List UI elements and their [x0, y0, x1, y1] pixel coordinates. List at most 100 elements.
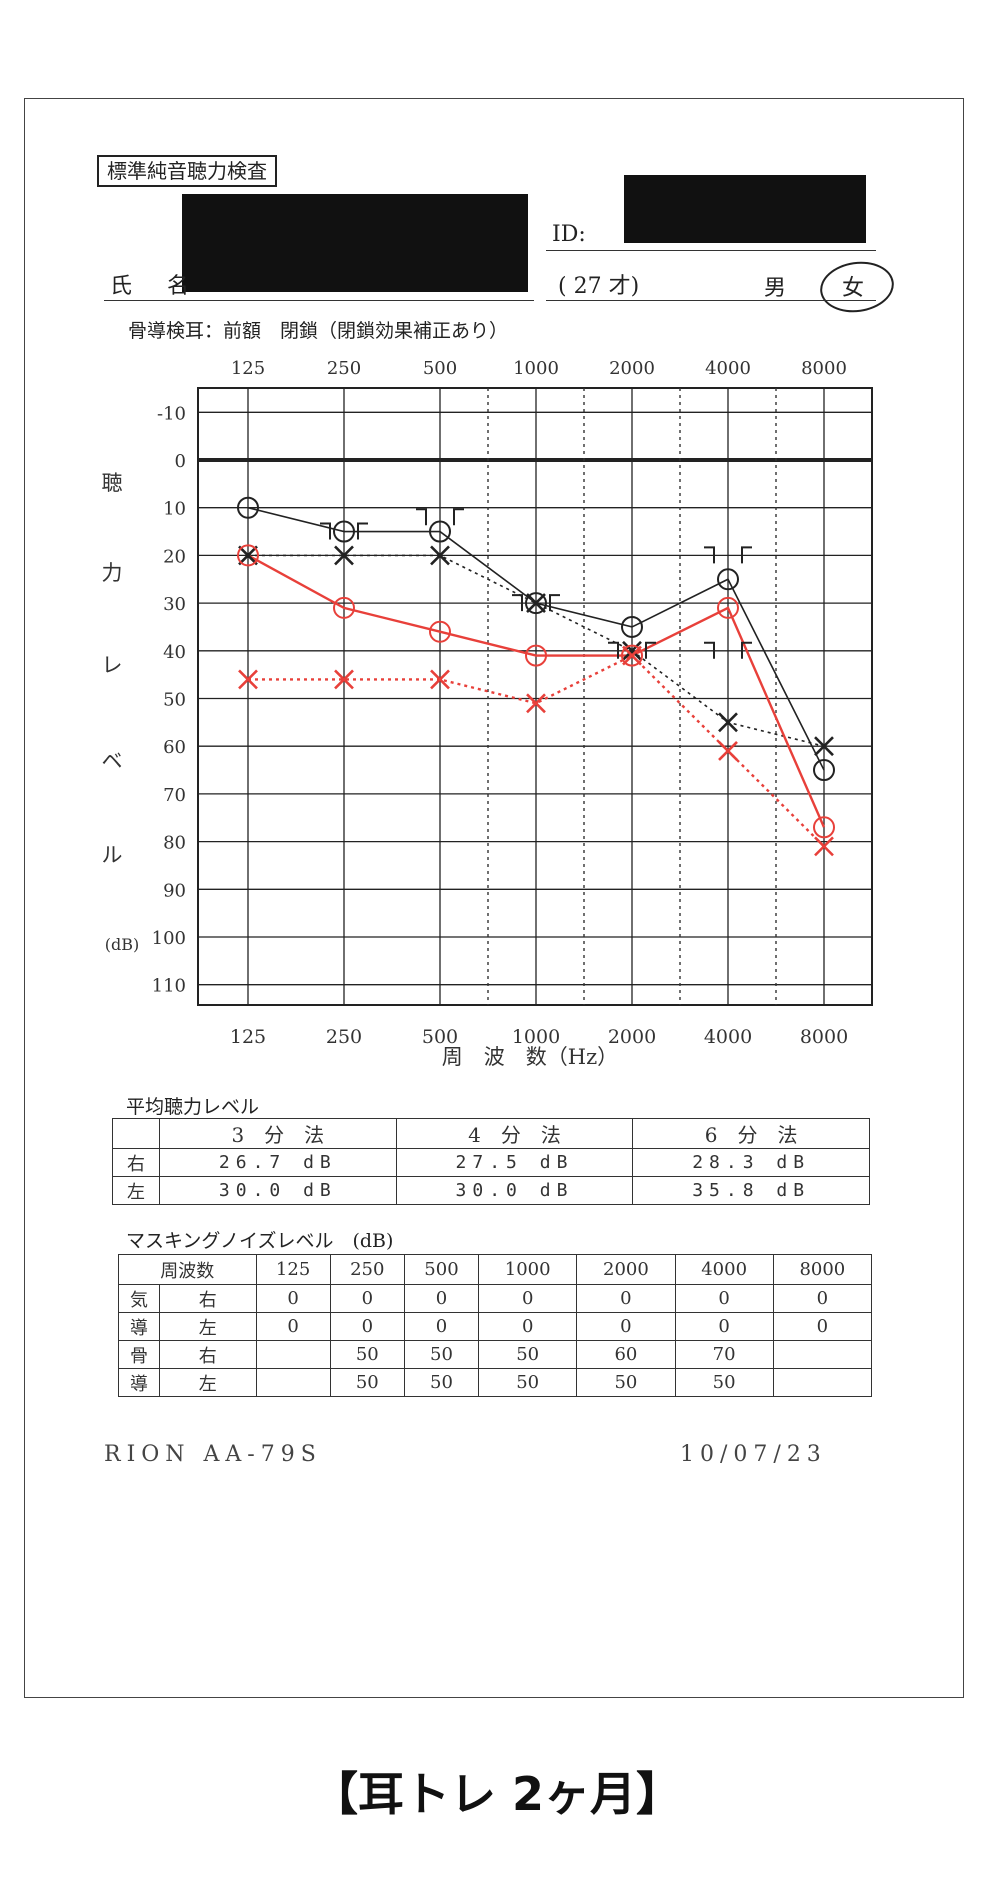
avg-cell: 30.0 dB: [159, 1176, 397, 1205]
masking-cell: [772, 1368, 873, 1397]
masking-freq: 2000: [576, 1254, 676, 1285]
data-point-circle: [333, 520, 355, 543]
masking-cell: 50: [403, 1340, 480, 1369]
y-tick-label: 60: [163, 737, 186, 758]
y-tick-label: 10: [163, 499, 186, 520]
bone-bracket-marker: [704, 641, 752, 659]
masking-cell: 0: [772, 1312, 873, 1341]
y-tick-label: 20: [163, 546, 186, 567]
bone-bracket-right: [512, 594, 523, 612]
data-point-cross: [622, 645, 642, 666]
x-tick-label-bottom: 2000: [608, 1026, 656, 1048]
x-tick-label-top: 2000: [609, 358, 655, 379]
masking-cell: 0: [403, 1312, 480, 1341]
data-point-cross-stroke: [334, 545, 354, 566]
data-point-cross: [814, 736, 834, 757]
y-tick-label: 30: [163, 594, 186, 615]
masking-cell: 50: [674, 1368, 774, 1397]
name-label: 氏 名: [110, 274, 203, 299]
data-point-cross: [238, 669, 258, 690]
data-point-cross-stroke: [526, 693, 546, 714]
data-point-cross: [622, 640, 642, 661]
y-tick-label: 90: [163, 880, 186, 901]
masking-cell: 0: [674, 1284, 774, 1313]
bone-label-2: 導: [118, 1368, 160, 1397]
masking-cell: [255, 1340, 331, 1369]
masking-cell: [772, 1340, 873, 1369]
name-underline: [104, 300, 534, 301]
data-point-circle: [813, 816, 835, 839]
data-point-cross: [334, 545, 354, 566]
series-line: [247, 554, 826, 828]
masking-freq: 125: [255, 1254, 331, 1285]
y-axis-label-char: レ: [102, 653, 123, 677]
redacted-id: [624, 175, 866, 243]
bone-bracket-right: [320, 522, 331, 540]
masking-cell: 50: [478, 1368, 578, 1397]
data-point-cross: [526, 693, 546, 714]
x-tick-label-top: 500: [423, 358, 457, 379]
avg-header-4: 4 分 法: [395, 1118, 634, 1149]
masking-cell: 0: [255, 1284, 331, 1313]
y-axis-label-char: ル: [102, 843, 123, 867]
bone-bracket-right: [704, 546, 715, 564]
data-point-cross-stroke: [814, 836, 834, 857]
masking-cell: 50: [403, 1368, 480, 1397]
data-point-cross-stroke: [238, 669, 258, 690]
air-label-1: 気: [118, 1284, 160, 1313]
data-point-cross-stroke: [334, 669, 354, 690]
masking-cell: 0: [772, 1284, 873, 1313]
data-point-cross-stroke: [430, 545, 450, 566]
x-tick-label-top: 250: [327, 358, 361, 379]
masking-cell: 50: [329, 1340, 405, 1369]
bone-bracket-left: [741, 546, 752, 564]
data-point-cross-stroke: [622, 645, 642, 666]
data-point-cross-stroke: [430, 669, 450, 690]
age-underline: [546, 300, 876, 301]
avg-row-left-label: 左: [112, 1176, 160, 1205]
bone-bracket-left: [357, 522, 368, 540]
x-tick-label-bottom: 500: [422, 1026, 458, 1048]
data-point-circle: [237, 496, 259, 519]
masking-cell: 50: [576, 1368, 676, 1397]
x-tick-label-bottom: 125: [230, 1026, 266, 1048]
bone-bracket-left: [645, 641, 656, 659]
masking-cell: 0: [478, 1284, 578, 1313]
masking-freq: 500: [403, 1254, 480, 1285]
bone-bracket-right: [608, 641, 619, 659]
y-axis-label-char: 聴: [102, 471, 123, 495]
data-point-circle: [525, 592, 547, 615]
bone-bracket-marker: [320, 522, 368, 540]
y-tick-label: 40: [163, 642, 186, 663]
masking-cell: 50: [478, 1340, 578, 1369]
masking-cell: 50: [329, 1368, 405, 1397]
audiogram-markers: [237, 496, 835, 857]
masking-side: 左: [159, 1312, 257, 1341]
bone-bracket-marker: [416, 508, 464, 526]
data-point-cross: [430, 545, 450, 566]
bone-bracket-left: [549, 594, 560, 612]
masking-cell: 0: [329, 1312, 405, 1341]
masking-cell: 0: [674, 1312, 774, 1341]
masking-cell: 60: [576, 1340, 676, 1369]
data-point-circle: [717, 568, 739, 591]
data-point-cross: [814, 836, 834, 857]
data-point-cross-stroke: [238, 545, 258, 566]
y-axis-label-char: 力: [102, 561, 123, 585]
air-label-2: 導: [118, 1312, 160, 1341]
data-point-cross: [718, 741, 738, 761]
masking-freq: 1000: [478, 1254, 578, 1285]
x-tick-label-top: 8000: [801, 358, 847, 379]
x-axis-label: 周 波 数（Hz）: [442, 1045, 618, 1069]
masking-title: マスキングノイズレベル (dB): [126, 1230, 394, 1252]
sex-female-label: 女: [842, 276, 865, 301]
masking-cell: 0: [403, 1284, 480, 1313]
y-tick-label: 70: [163, 785, 186, 806]
x-tick-label-bottom: 1000: [512, 1026, 560, 1048]
x-tick-label-bottom: 8000: [800, 1026, 848, 1048]
bone-conduction-note: 骨導検耳：前額 閉鎖（閉鎖効果補正あり）: [128, 320, 509, 342]
x-tick-label-top: 1000: [513, 358, 559, 379]
x-tick-label-top: 4000: [705, 358, 751, 379]
data-point-circle: [333, 596, 355, 619]
x-tick-label-bottom: 4000: [704, 1026, 752, 1048]
